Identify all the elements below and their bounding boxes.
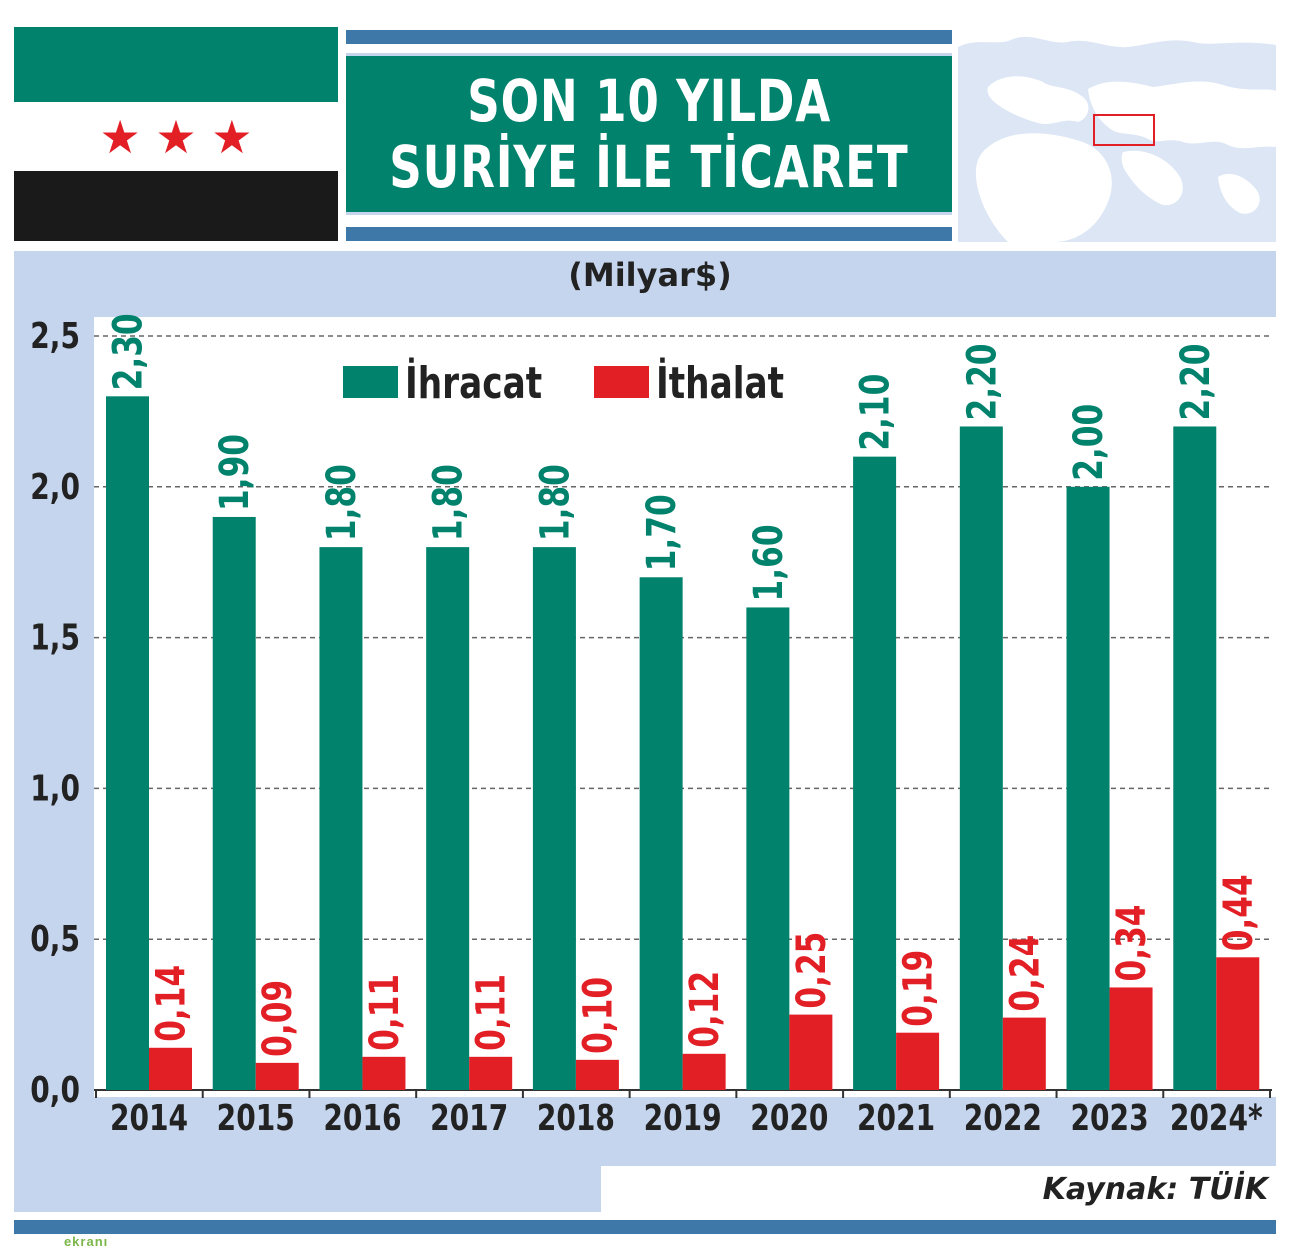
export-value-label: 1,70 bbox=[639, 494, 685, 571]
x-tick-label: 2017 bbox=[430, 1097, 508, 1139]
import-bar bbox=[896, 1032, 940, 1090]
x-tick-label: 2016 bbox=[323, 1097, 401, 1139]
import-value-label: 0,34 bbox=[1109, 904, 1155, 981]
flag-stars: ★ ★ ★ bbox=[99, 110, 253, 164]
export-value-label: 1,80 bbox=[319, 464, 365, 541]
import-bar bbox=[1109, 987, 1153, 1090]
import-value-label: 0,11 bbox=[362, 974, 408, 1051]
source-box bbox=[601, 1166, 1276, 1212]
legend-swatch-export bbox=[343, 366, 398, 398]
y-tick-label: 0,5 bbox=[30, 918, 80, 960]
export-value-label: 2,20 bbox=[960, 344, 1006, 421]
export-bar bbox=[746, 607, 790, 1090]
import-bar bbox=[1216, 957, 1260, 1090]
export-value-label: 2,00 bbox=[1066, 404, 1112, 481]
x-tick-label: 2019 bbox=[644, 1097, 722, 1139]
import-bar bbox=[362, 1056, 406, 1090]
import-value-label: 0,24 bbox=[1003, 935, 1049, 1012]
import-bar bbox=[682, 1053, 726, 1090]
y-tick-label: 2,5 bbox=[30, 315, 80, 357]
import-value-label: 0,44 bbox=[1216, 874, 1262, 951]
import-value-label: 0,25 bbox=[789, 932, 835, 1009]
legend-label-export: İhracat bbox=[405, 357, 542, 409]
export-bar bbox=[1173, 426, 1217, 1091]
source-prefix: Kaynak: bbox=[1042, 1172, 1179, 1207]
import-bar bbox=[789, 1014, 833, 1090]
title-line-2: SURİYE İLE TİCARET bbox=[389, 133, 909, 201]
x-tick-label: 2015 bbox=[217, 1097, 295, 1139]
watermark-part2: ekranı bbox=[63, 1234, 109, 1249]
export-value-label: 1,80 bbox=[426, 464, 472, 541]
title-banner: SON 10 YILDA SURİYE İLE TİCARET bbox=[346, 53, 952, 215]
import-value-label: 0,19 bbox=[896, 950, 942, 1027]
export-value-label: 1,60 bbox=[746, 524, 792, 601]
legend-swatch-import bbox=[594, 366, 649, 398]
x-tick-label: 2021 bbox=[857, 1097, 935, 1139]
x-tick-label: 2023 bbox=[1070, 1097, 1148, 1139]
x-tick-label: 2018 bbox=[537, 1097, 615, 1139]
y-tick-label: 2,0 bbox=[30, 465, 80, 507]
import-value-label: 0,10 bbox=[576, 977, 622, 1054]
export-value-label: 1,80 bbox=[533, 464, 579, 541]
x-tick-label: 2020 bbox=[750, 1097, 828, 1139]
export-value-label: 1,90 bbox=[213, 434, 259, 511]
export-bar bbox=[106, 396, 149, 1090]
y-tick-label: 0,0 bbox=[30, 1069, 80, 1111]
title-line-1: SON 10 YILDA bbox=[467, 67, 831, 135]
export-bar bbox=[426, 547, 470, 1090]
import-bar bbox=[149, 1047, 192, 1090]
export-bar bbox=[212, 516, 256, 1090]
import-value-label: 0,12 bbox=[682, 971, 728, 1048]
export-bar bbox=[853, 456, 897, 1090]
source-value: TÜİK bbox=[1188, 1172, 1268, 1207]
export-bar bbox=[1066, 486, 1110, 1090]
unit-label: (Milyar$) bbox=[568, 256, 732, 294]
banner-top-stripe bbox=[346, 30, 952, 44]
import-value-label: 0,11 bbox=[469, 974, 515, 1051]
export-bar bbox=[532, 547, 576, 1090]
bottom-stripe bbox=[14, 1220, 1276, 1234]
import-bar bbox=[575, 1059, 619, 1090]
x-tick-label: 2022 bbox=[964, 1097, 1042, 1139]
region-map bbox=[958, 27, 1276, 242]
watermark-part1: BORSA bbox=[12, 1234, 64, 1249]
banner-bottom-stripe bbox=[346, 227, 952, 241]
import-value-label: 0,14 bbox=[149, 965, 195, 1042]
export-bar bbox=[319, 547, 363, 1090]
export-value-label: 2,10 bbox=[853, 374, 899, 451]
export-value-label: 2,30 bbox=[106, 313, 152, 390]
watermark: BORSAekranı bbox=[12, 1234, 108, 1249]
import-bar bbox=[469, 1056, 513, 1090]
import-value-label: 0,09 bbox=[256, 980, 302, 1057]
y-tick-label: 1,0 bbox=[30, 767, 80, 809]
export-value-label: 2,20 bbox=[1173, 344, 1219, 421]
legend-label-import: İthalat bbox=[656, 357, 784, 409]
import-bar bbox=[255, 1062, 299, 1090]
syria-flag: ★ ★ ★ bbox=[14, 27, 338, 241]
x-tick-label: 2024* bbox=[1170, 1097, 1263, 1139]
x-tick-label: 2014 bbox=[110, 1097, 188, 1139]
export-bar bbox=[959, 426, 1003, 1091]
import-bar bbox=[1002, 1017, 1046, 1090]
export-bar bbox=[639, 577, 683, 1090]
source-note: Kaynak: TÜİK bbox=[1043, 1172, 1268, 1207]
y-tick-label: 1,5 bbox=[30, 616, 80, 658]
